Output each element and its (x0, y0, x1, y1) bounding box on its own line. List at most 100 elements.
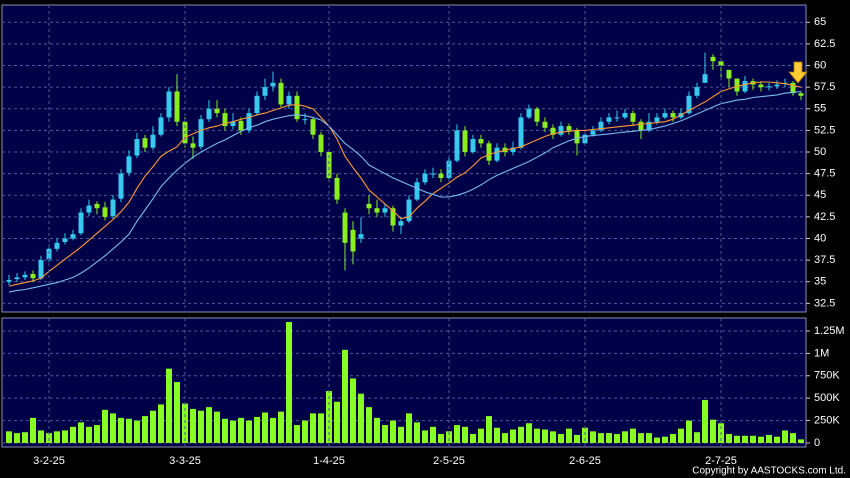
volume-bar (774, 436, 780, 443)
volume-bar (750, 435, 756, 443)
volume-bar (126, 418, 132, 443)
volume-bar (342, 349, 348, 443)
volume-bar (486, 416, 492, 443)
volume-bar (302, 420, 308, 443)
candle-body (22, 274, 28, 278)
volume-bar (174, 382, 180, 443)
volume-bar (574, 434, 580, 443)
candle-body (366, 203, 372, 209)
volume-bar (614, 434, 620, 443)
volume-bar (254, 416, 260, 443)
volume-bar (742, 435, 748, 443)
candle-body (550, 127, 556, 135)
candle-body (326, 152, 332, 178)
x-tick-label: 2-6-25 (569, 455, 601, 467)
candle-body (142, 138, 148, 148)
volume-bar (246, 420, 252, 443)
volume-bar (502, 433, 508, 443)
candle-body (414, 182, 420, 200)
candle-body (70, 234, 76, 239)
volume-bar (422, 430, 428, 443)
volume-bar (654, 437, 660, 443)
volume-bar (710, 419, 716, 443)
candle-body (310, 119, 316, 135)
y-tick-label: 52.5 (814, 124, 835, 136)
volume-bar (590, 431, 596, 443)
volume-bar (686, 420, 692, 443)
candle-body (278, 82, 284, 105)
candle-body (30, 273, 36, 279)
volume-bar (262, 412, 268, 443)
candle-body (614, 117, 620, 119)
y-tick-label: 42.5 (814, 211, 835, 223)
candle-body (46, 248, 52, 260)
volume-bar (294, 425, 300, 443)
volume-bar (182, 403, 188, 443)
candle-body (470, 139, 476, 153)
candle-body (454, 130, 460, 161)
candle-body (526, 108, 532, 118)
volume-bar (782, 430, 788, 443)
price-panel (1, 4, 807, 313)
volume-bar (38, 430, 44, 443)
volume-bar (198, 410, 204, 443)
volume-bar (110, 413, 116, 443)
volume-bar (278, 411, 284, 443)
candle-body (438, 173, 444, 178)
volume-bar (30, 417, 36, 443)
candle-body (462, 130, 468, 153)
candle-body (206, 108, 212, 120)
candle-body (246, 113, 252, 131)
candle-body (718, 61, 724, 66)
volume-bar (622, 431, 628, 443)
candle-body (342, 212, 348, 243)
volume-bar (582, 427, 588, 443)
volume-bar (6, 431, 12, 443)
volume-bar (310, 413, 316, 443)
candle-body (358, 234, 364, 239)
volume-bar (494, 427, 500, 443)
candle-body (686, 95, 692, 114)
volume-bar (94, 425, 100, 443)
volume-bar (214, 411, 220, 443)
volume-bar (430, 426, 436, 443)
volume-bar (694, 432, 700, 443)
volume-bar (54, 431, 60, 443)
y-tick-label: 500K (814, 392, 840, 404)
volume-bar (470, 434, 476, 443)
candle-body (150, 134, 156, 148)
candle-body (542, 121, 548, 128)
volume-bar (134, 420, 140, 443)
candle-body (118, 173, 124, 199)
candle-body (94, 203, 100, 209)
volume-bar (102, 409, 108, 443)
volume-bar (670, 434, 676, 443)
candle-body (726, 69, 732, 79)
candle-body (166, 91, 172, 118)
volume-bar (726, 434, 732, 443)
y-tick-label: 45 (814, 189, 826, 201)
candle-body (558, 126, 564, 135)
candle-body (654, 117, 660, 122)
y-tick-label: 40 (814, 232, 826, 244)
candle-body (86, 205, 92, 213)
volume-bar (646, 433, 652, 443)
candle-body (630, 113, 636, 122)
candle-body (734, 78, 740, 92)
candle-body (198, 119, 204, 147)
candle-body (430, 173, 436, 175)
candle-body (406, 199, 412, 222)
volume-bar (462, 426, 468, 443)
candle-body (102, 207, 108, 217)
candle-body (230, 121, 236, 127)
candle-body (294, 95, 300, 120)
candle-body (38, 260, 44, 279)
volume-bar (142, 416, 148, 443)
candle-body (774, 84, 780, 87)
signal-arrow (788, 61, 808, 84)
candle-body (78, 212, 84, 234)
volume-bar (270, 417, 276, 443)
volume-bar (14, 433, 20, 443)
candle-body (622, 113, 628, 118)
volume-bar (630, 428, 636, 443)
